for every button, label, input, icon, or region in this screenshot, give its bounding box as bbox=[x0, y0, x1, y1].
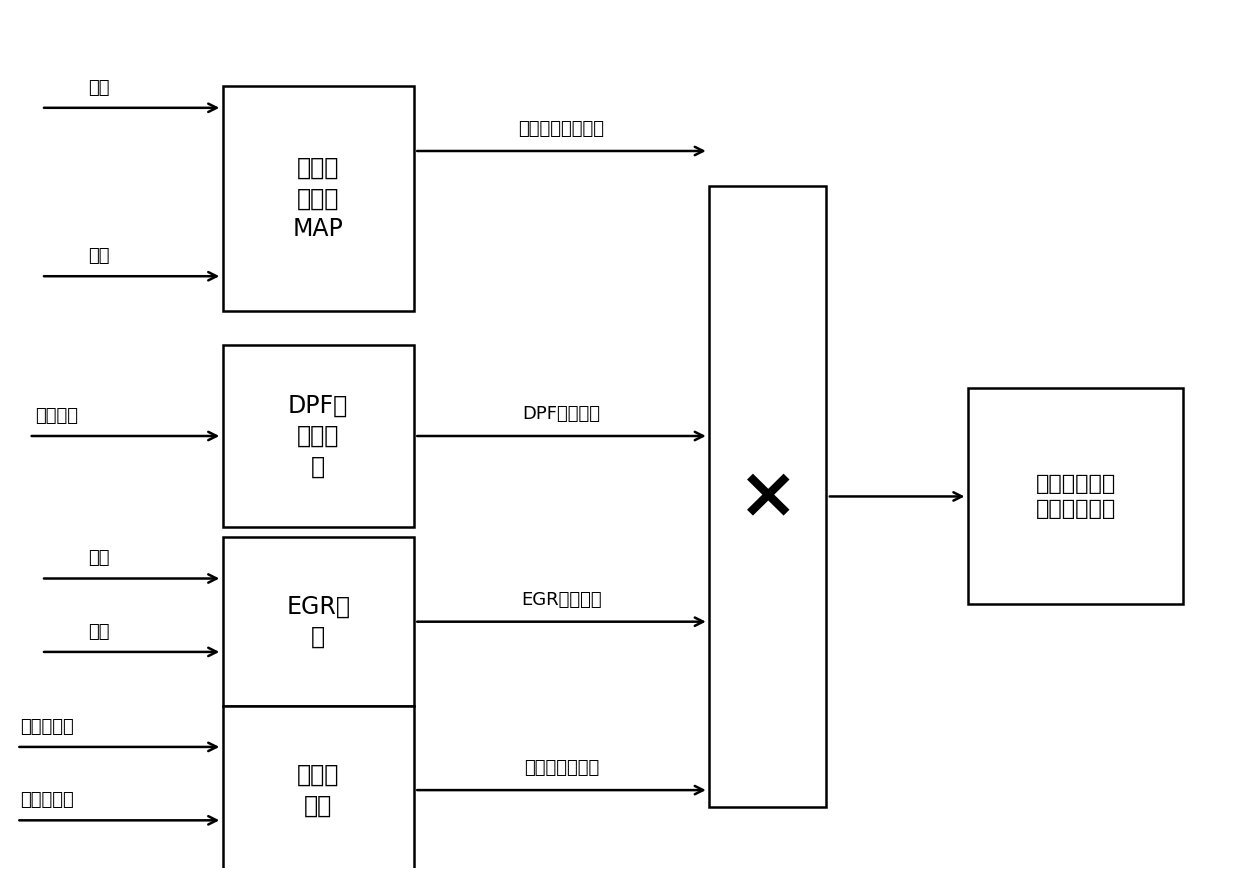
Text: 稳态空燃比: 稳态空燃比 bbox=[20, 718, 74, 736]
Bar bbox=[223, 345, 414, 527]
Text: DPF捕
集效率
表: DPF捕 集效率 表 bbox=[288, 393, 348, 479]
Text: 瞬态空燃比: 瞬态空燃比 bbox=[20, 791, 74, 809]
Bar bbox=[223, 706, 414, 872]
Text: 转速: 转速 bbox=[88, 78, 109, 97]
Text: 原机碳
烟排放
MAP: 原机碳 烟排放 MAP bbox=[293, 156, 343, 242]
Bar bbox=[223, 86, 414, 310]
Text: 扭矩: 扭矩 bbox=[88, 623, 109, 641]
Text: 原机碳烟质量流量: 原机碳烟质量流量 bbox=[518, 120, 604, 138]
Text: EGR修
正: EGR修 正 bbox=[286, 595, 350, 649]
Text: 空燃比
修正: 空燃比 修正 bbox=[298, 763, 340, 817]
Text: 使用时间: 使用时间 bbox=[35, 406, 78, 425]
Bar bbox=[709, 186, 826, 807]
Text: EGR修正因子: EGR修正因子 bbox=[521, 590, 601, 609]
Bar bbox=[223, 537, 414, 706]
Text: DPF捕集效率: DPF捕集效率 bbox=[522, 405, 600, 423]
Text: ×: × bbox=[738, 462, 799, 531]
Text: 空燃比修正因子: 空燃比修正因子 bbox=[523, 760, 599, 777]
Text: 转速: 转速 bbox=[88, 549, 109, 568]
Text: 扭矩: 扭矩 bbox=[88, 247, 109, 265]
Bar bbox=[968, 389, 1183, 604]
Text: 修正后的原机
碳烟质量流量: 修正后的原机 碳烟质量流量 bbox=[1035, 473, 1116, 519]
